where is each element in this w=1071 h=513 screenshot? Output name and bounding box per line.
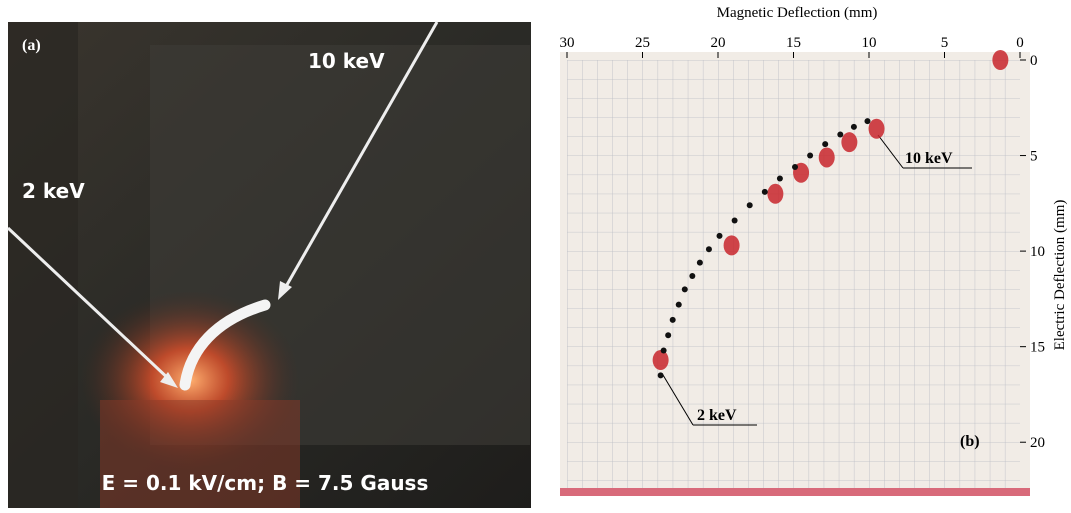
x-tick-label: 10	[862, 35, 877, 51]
figure: (a) 10 keV 2 keV E = 0.1 kV/cm; B = 7.5 …	[0, 0, 1071, 508]
trajectory-point	[665, 332, 671, 338]
arrow-label: 10 keV	[308, 49, 385, 73]
trajectory-point	[682, 286, 688, 292]
measured-spot	[767, 184, 783, 204]
y-tick-label: 15	[1030, 340, 1045, 356]
x-tick-label: 0	[1016, 35, 1024, 51]
measured-spot	[653, 350, 669, 370]
trajectory-point	[670, 317, 676, 323]
caption: E = 0.1 kV/cm; B = 7.5 Gauss	[102, 471, 429, 495]
x-tick-label: 15	[786, 35, 801, 51]
measured-spot	[869, 119, 885, 139]
arrow-label: 2 keV	[22, 179, 85, 203]
measured-spot	[992, 50, 1008, 70]
trajectory-point	[837, 132, 843, 138]
x-tick-label: 20	[711, 35, 726, 51]
annotation: 2 keV	[697, 407, 737, 424]
y-tick-label: 0	[1030, 53, 1038, 69]
annotation: 10 keV	[905, 150, 953, 167]
trajectory-point	[717, 233, 723, 239]
x-tick-label: 25	[635, 35, 650, 51]
plot-panel	[560, 52, 1030, 496]
trajectory-point	[864, 118, 870, 124]
trajectory-point	[747, 202, 753, 208]
panel-label: (a)	[22, 37, 41, 54]
panel-label: (b)	[960, 433, 980, 450]
y-tick-label: 10	[1030, 244, 1045, 260]
trajectory-point	[732, 218, 738, 224]
trajectory-point	[807, 153, 813, 159]
y-tick-label: 5	[1030, 149, 1038, 165]
trajectory-point	[777, 175, 783, 181]
trajectory-point	[822, 141, 828, 147]
trajectory-point	[792, 164, 798, 170]
trajectory-point	[762, 189, 768, 195]
measured-spot	[841, 132, 857, 152]
trajectory-point	[689, 273, 695, 279]
y-axis-title: Electric Deflection (mm)	[1052, 200, 1068, 351]
trajectory-point	[661, 347, 667, 353]
photo-panel: (a) 10 keV 2 keV E = 0.1 kV/cm; B = 7.5 …	[8, 22, 531, 508]
measured-spot	[724, 235, 740, 255]
trajectory-point	[697, 260, 703, 266]
trajectory-point	[851, 124, 857, 130]
measured-spot	[819, 147, 835, 167]
trajectory-point	[706, 246, 712, 252]
trajectory-point	[658, 372, 664, 378]
x-tick-label: 5	[941, 35, 949, 51]
y-tick-label: 20	[1030, 435, 1045, 451]
x-tick-label: 30	[560, 35, 575, 51]
trajectory-point	[676, 302, 682, 308]
x-axis-title: Magnetic Deflection (mm)	[717, 5, 878, 21]
